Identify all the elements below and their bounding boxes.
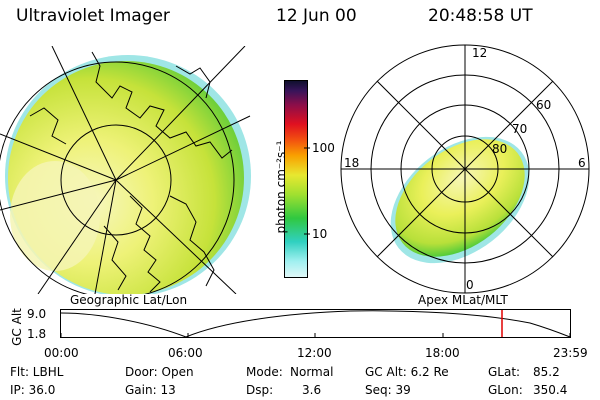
info-ip: IP: 36.0 (10, 383, 56, 397)
meridian (0, 133, 117, 181)
info-glat-value: 85.2 (533, 365, 560, 379)
left-panel-caption: Geographic Lat/Lon (70, 293, 188, 307)
coastline (103, 225, 127, 291)
info-mode-label: Mode: (246, 365, 283, 379)
altitude-xtick-1200: 12:00 (297, 346, 332, 360)
info-glon-value: 350.4 (533, 383, 568, 397)
mlat-label-80: 80 (492, 142, 508, 156)
lat-circle-outer (0, 61, 235, 294)
coastline (129, 195, 161, 293)
altitude-ylabel: GC Alt (10, 308, 24, 346)
mlat-label-70: 70 (512, 122, 528, 136)
mlt-label-0: 0 (466, 278, 474, 292)
meridian (0, 179, 117, 211)
info-seq: Seq: 39 (365, 383, 411, 397)
instrument-title: Ultraviolet Imager (16, 6, 170, 26)
mlat-label-60: 60 (536, 98, 552, 112)
info-flt: Flt: LBHL (10, 365, 64, 379)
observation-date: 12 Jun 00 (276, 6, 357, 26)
colorbar-label: photon cm⁻²s⁻¹ (274, 140, 288, 234)
lat-circle-inner (60, 124, 172, 236)
info-mode-value: Normal (290, 365, 334, 379)
altitude-xtick-2359: 23:59 (553, 346, 588, 360)
info-glon-label: GLon: (488, 383, 523, 397)
altitude-ytick-1.8: 1.8 (27, 327, 47, 341)
info-gcalt: GC Alt: 6.2 Re (365, 365, 449, 379)
colorbar-tick-100: 100 (312, 141, 335, 155)
info-dsp-label: Dsp: (246, 383, 274, 397)
meridian (115, 46, 246, 181)
info-gain: Gain: 13 (125, 383, 176, 397)
altitude-xtick-1800: 18:00 (425, 346, 460, 360)
altitude-xtick-0000: 00:00 (44, 346, 79, 360)
observation-time: 20:48:58 UT (428, 6, 533, 26)
colorbar-tick-10: 10 (312, 227, 328, 241)
coastline (29, 107, 67, 145)
mlt-label-18: 18 (344, 156, 360, 170)
meridian (37, 179, 117, 294)
polar-plot (340, 44, 590, 294)
meridian (94, 179, 117, 294)
right-panel-caption: Apex MLat/MLT (418, 293, 508, 307)
mlt-label-6: 6 (578, 156, 586, 170)
bright-region (10, 161, 100, 271)
info-dsp-value: 3.6 (302, 383, 322, 397)
colorbar-ticks (304, 147, 310, 235)
meridian (51, 46, 117, 181)
altitude-frame (60, 309, 571, 338)
geographic-image (0, 46, 251, 294)
altitude-strip (60, 309, 571, 338)
info-glat-label: GLat: (488, 365, 521, 379)
meridian (115, 115, 251, 181)
coastline (169, 195, 215, 287)
mlt-spoke (376, 80, 554, 258)
info-door: Door: Open (125, 365, 194, 379)
colorbar (284, 80, 308, 278)
altitude-curve (60, 310, 571, 338)
coastline (91, 51, 233, 159)
altitude-ytick-9: 9.0 (27, 307, 47, 321)
mlt-label-12: 12 (472, 46, 488, 60)
meridian (115, 179, 237, 294)
altitude-xtick-0600: 06:00 (168, 346, 203, 360)
coastline (175, 65, 211, 99)
